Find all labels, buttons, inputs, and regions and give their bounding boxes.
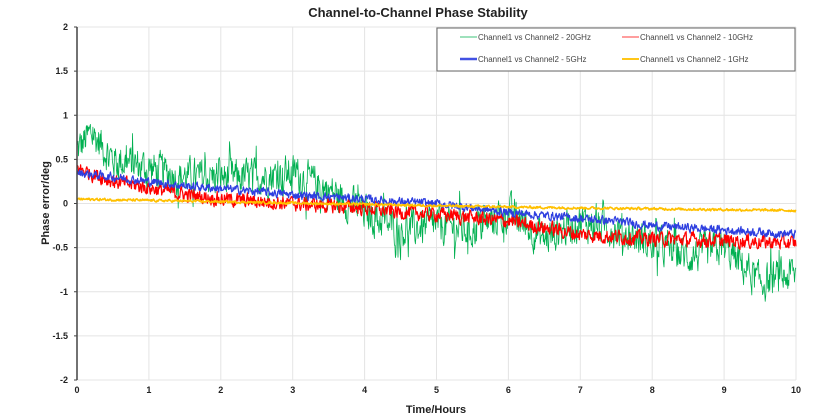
- x-tick-label: 1: [146, 385, 151, 395]
- legend-label: Channel1 vs Channel2 - 5GHz: [478, 55, 587, 64]
- x-tick-label: 5: [434, 385, 439, 395]
- x-tick-label: 2: [218, 385, 223, 395]
- series-line-2: [76, 169, 797, 239]
- axes: 0 1 2 3 4 5 6 7 8 9 10 2 1.5 1 0.5 0 -0.5 -1 -1.5 -2: [52, 22, 801, 395]
- x-tick-label: 6: [506, 385, 511, 395]
- legend: Channel1 vs Channel2 - 20GHz Channel1 vs …: [436, 27, 796, 72]
- x-tick-label: 7: [578, 385, 583, 395]
- x-tick-label: 10: [791, 385, 801, 395]
- legend-box: [436, 27, 796, 72]
- series-line-1: [76, 164, 797, 251]
- x-tick-label: 8: [650, 385, 655, 395]
- series-line-3: [76, 197, 797, 213]
- x-axis-label: Time/Hours: [406, 404, 466, 416]
- x-tick-label: 0: [74, 385, 79, 395]
- chart-title: Channel-to-Channel Phase Stability: [308, 5, 528, 20]
- y-tick-label: -1.5: [52, 331, 68, 341]
- y-tick-label: 0: [63, 199, 68, 209]
- y-tick-label: -1: [60, 287, 68, 297]
- x-tick-label: 3: [290, 385, 295, 395]
- x-tick-label: 9: [722, 385, 727, 395]
- y-tick-label: 1.5: [55, 66, 68, 76]
- series-group: [76, 124, 797, 302]
- legend-label: Channel1 vs Channel2 - 20GHz: [478, 33, 591, 42]
- legend-label: Channel1 vs Channel2 - 1GHz: [640, 55, 749, 64]
- series-line-0: [76, 124, 797, 302]
- y-tick-label: -0.5: [52, 243, 68, 253]
- y-tick-label: 1: [63, 110, 68, 120]
- grid: [77, 26, 797, 381]
- y-axis-label: Phase error/deg: [40, 161, 52, 245]
- y-tick-label: 0.5: [55, 154, 68, 164]
- y-tick-label: 2: [63, 22, 68, 32]
- y-tick-label: -2: [60, 375, 68, 385]
- legend-label: Channel1 vs Channel2 - 10GHz: [640, 33, 753, 42]
- x-tick-label: 4: [362, 385, 367, 395]
